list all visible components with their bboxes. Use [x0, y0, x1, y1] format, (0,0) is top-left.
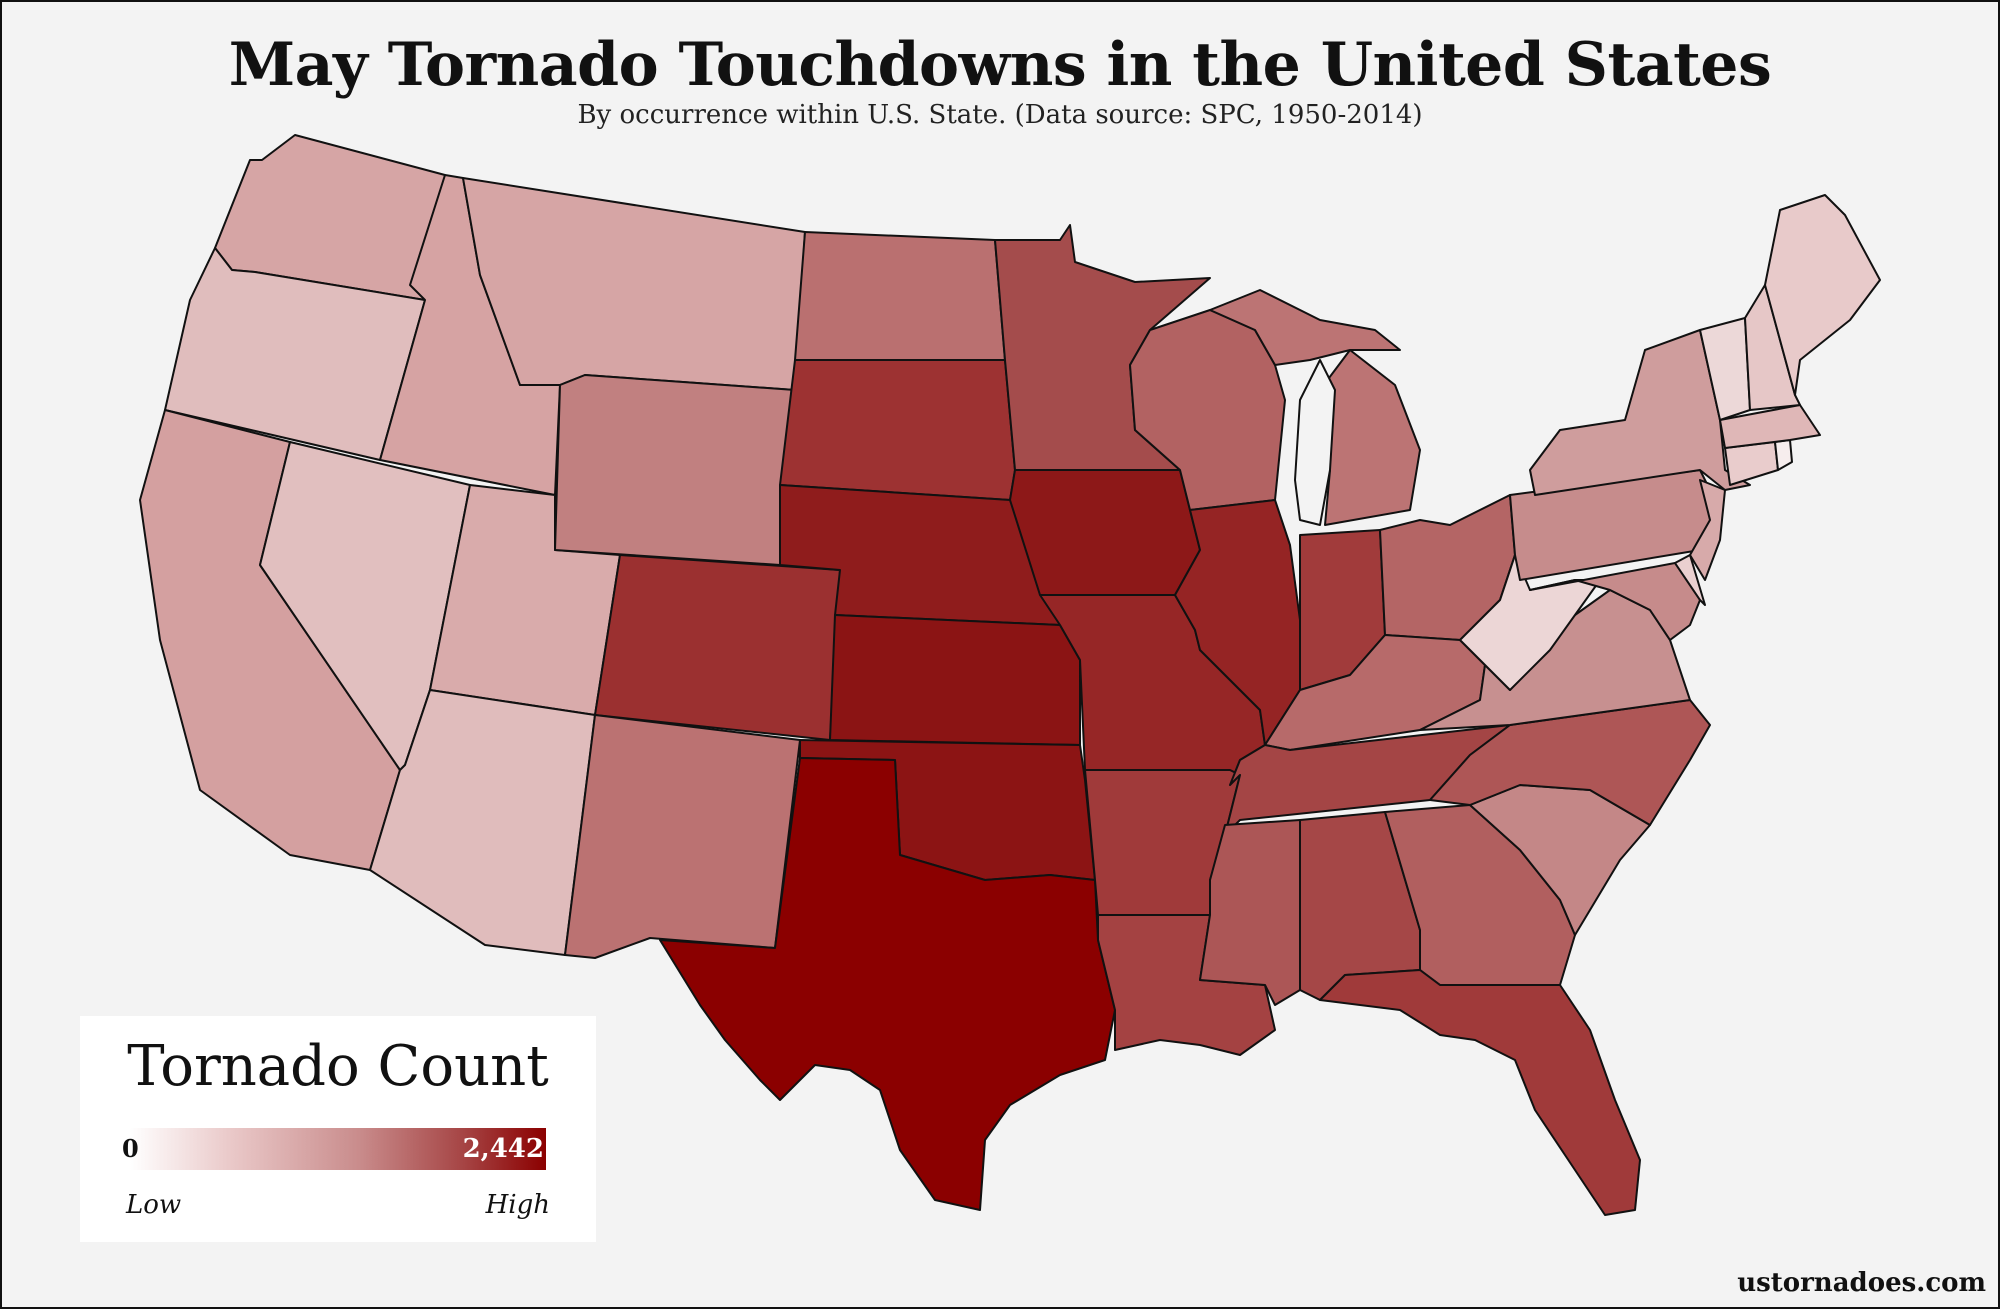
source-credit: ustornadoes.com — [1737, 1268, 1986, 1298]
map-title: May Tornado Touchdowns in the United Sta… — [228, 30, 1772, 100]
map-subtitle: By occurrence within U.S. State. (Data s… — [577, 100, 1423, 130]
state-TX — [659, 757, 1116, 1211]
state-DE — [1674, 554, 1706, 606]
state-ME — [1764, 194, 1881, 396]
lake-michigan — [1294, 359, 1336, 526]
state-MA — [1719, 404, 1821, 449]
state-IL — [1174, 499, 1301, 746]
state-TN — [1224, 724, 1511, 836]
state-SD — [779, 359, 1016, 501]
legend: Tornado Count 0 2,442 Low High — [80, 1016, 596, 1242]
state-ND — [794, 231, 1006, 361]
state-MT — [462, 177, 806, 391]
legend-low-label: Low — [126, 1190, 182, 1220]
state-NC — [1429, 699, 1711, 826]
legend-high-label: High — [485, 1190, 550, 1220]
state-KS — [829, 614, 1081, 746]
state-FL — [1319, 969, 1641, 1216]
state-CT — [1724, 441, 1779, 486]
state-CO — [594, 554, 841, 741]
legend-min-value: 0 — [122, 1134, 139, 1163]
legend-max-value: 2,442 — [462, 1134, 544, 1164]
state-NH — [1744, 284, 1801, 411]
state-WY — [554, 374, 796, 566]
state-NM — [564, 714, 801, 959]
state-MI-UP — [1209, 289, 1401, 366]
state-RI — [1774, 439, 1793, 471]
legend-color-bar — [130, 1128, 546, 1170]
legend-title: Tornado Count — [127, 1034, 549, 1099]
state-MI — [1319, 349, 1421, 526]
state-IA — [1009, 469, 1201, 596]
state-NY — [1529, 329, 1751, 496]
